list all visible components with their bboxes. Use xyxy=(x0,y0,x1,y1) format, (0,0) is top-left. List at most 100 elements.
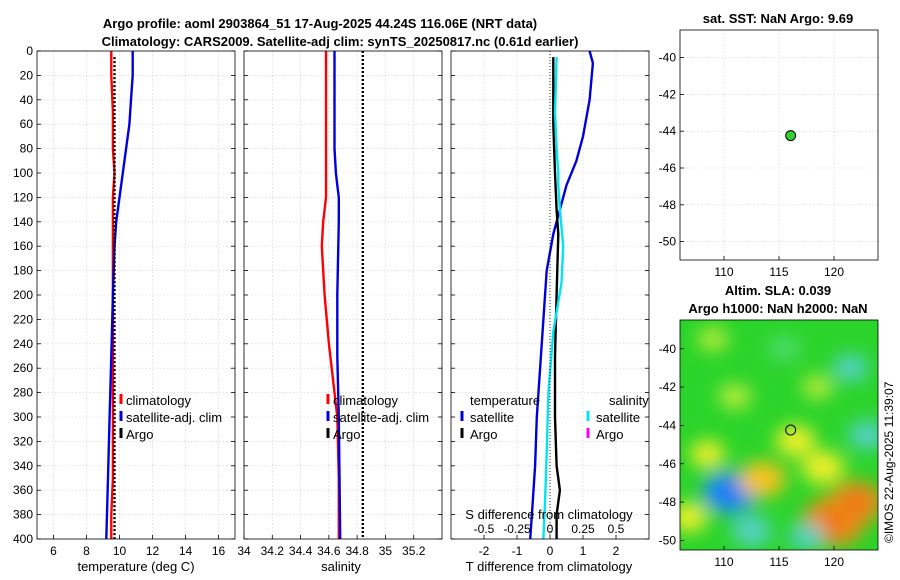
salinity-xtick-label: 34 xyxy=(237,544,251,558)
difference-legend: temperature satellite Argo salinity satellit… xyxy=(460,393,649,442)
difference-top-xtick-label: -0.5 xyxy=(474,522,495,536)
sst-map-grid xyxy=(680,30,878,260)
salinity-xtick-label: 34.8 xyxy=(345,544,369,558)
depth-tick-label: 0 xyxy=(26,44,33,58)
figure-title-line1: Argo profile: aoml 2903864_51 17-Aug-202… xyxy=(103,16,537,31)
sla-anomaly-blob xyxy=(801,451,845,484)
difference-axes-frame xyxy=(450,50,650,540)
depth-tick-label: 360 xyxy=(13,483,33,497)
difference-xtick-label: 2 xyxy=(613,544,620,558)
sla-anomaly-blob xyxy=(848,420,878,450)
difference-xtick-label: -2 xyxy=(479,544,490,558)
sla-anomaly-blob xyxy=(697,327,729,351)
sla-anomaly-blob xyxy=(788,522,825,550)
depth-tick-label: 320 xyxy=(13,434,33,448)
sla-anomaly-core xyxy=(827,512,841,531)
difference-xtick-label: -1 xyxy=(512,544,523,558)
difference-xlabel: T difference from climatology xyxy=(466,559,633,574)
difference-panel: -2 -1 0 1 2 -0.5 -0.25 0 0.25 0.5 T difference fr… xyxy=(450,50,650,574)
sat-sst-map-ytick-label: -44 xyxy=(659,124,677,138)
copyright-text: ©IMOS 22-Aug-2025 11:39:07 xyxy=(882,381,896,543)
sla-anomaly-blob xyxy=(802,375,833,399)
sat-sst-map-ytick-label: -50 xyxy=(659,235,677,249)
altim-sla-map-ytick-label: -42 xyxy=(659,380,677,394)
temperature-xtick-label: 8 xyxy=(83,544,90,558)
depth-tick-label: 260 xyxy=(13,361,33,375)
difference-series-salinity-satellite xyxy=(542,57,565,540)
sat-sst-map-ytick-label: -40 xyxy=(659,51,677,65)
argo-location-marker xyxy=(785,130,797,142)
temperature-grid xyxy=(37,50,235,540)
temperature-legend-label: Argo xyxy=(126,427,153,442)
sst-map-points xyxy=(785,130,797,142)
depth-tick-label: 160 xyxy=(13,239,33,253)
sla-map-title-line1: Altim. SLA: 0.039 xyxy=(725,283,831,298)
difference-top-xtick-label: 0.25 xyxy=(571,522,595,536)
sla-anomaly-blob xyxy=(718,383,752,410)
sst-map-panel: sat. SST: NaN Argo: 9.69 110 115 120 -40 -42… xyxy=(659,11,879,279)
depth-tick-label: 400 xyxy=(13,532,33,546)
depth-tick-label: 60 xyxy=(20,117,34,131)
sla-anomaly-blob xyxy=(689,440,726,468)
temperature-xlabel: temperature (deg C) xyxy=(77,559,194,574)
depth-tick-label: 20 xyxy=(20,68,34,82)
salinity-series-satellite-adj-clim xyxy=(333,51,342,540)
sst-map-frame xyxy=(679,29,879,261)
sla-anomaly-blob xyxy=(731,515,772,547)
sat-sst-map-xtick-label: 120 xyxy=(824,265,844,279)
difference-top-xtick-label: -0.25 xyxy=(503,522,531,536)
altim-sla-map-xtick-label: 120 xyxy=(824,555,844,569)
sst-map-ticks: 110 115 120 -40 -42 -44 -46 -48 -50 xyxy=(659,51,845,279)
salinity-xtick-label: 35 xyxy=(379,544,393,558)
temperature-series xyxy=(105,51,134,540)
depth-tick-label: 340 xyxy=(13,459,33,473)
depth-tick-label: 100 xyxy=(13,166,33,180)
temperature-xtick-label: 10 xyxy=(113,544,127,558)
temperature-axes-frame xyxy=(36,50,236,540)
altim-sla-map-ytick-label: -50 xyxy=(659,533,677,547)
sst-map-title: sat. SST: NaN Argo: 9.69 xyxy=(703,11,854,26)
salinity-legend: climatology satellite-adj. clim Argo xyxy=(326,393,429,442)
sla-anomaly-core xyxy=(722,483,737,502)
sla-anomaly-blob xyxy=(832,354,869,382)
salinity-xtick-label: 35.2 xyxy=(402,544,426,558)
temperature-panel: 0 20 40 60 80 100 120 140 160 180 200 220 240 260 280 3… xyxy=(13,44,236,574)
sat-sst-map-ytick-label: -48 xyxy=(659,198,677,212)
salinity-ticks: 34 34.2 34.4 34.6 34.8 35 35.2 xyxy=(237,50,442,558)
altim-sla-map-ytick-label: -44 xyxy=(659,418,677,432)
depth-tick-label: 80 xyxy=(20,142,34,156)
depth-tick-label: 200 xyxy=(13,288,33,302)
salinity-xtick-label: 34.6 xyxy=(317,544,341,558)
altim-sla-map-xtick-label: 110 xyxy=(714,555,733,569)
salinity-series-climatology xyxy=(320,51,340,539)
sla-anomaly-core xyxy=(849,493,863,512)
salinity-xtick-label: 34.4 xyxy=(289,544,313,558)
difference-series xyxy=(529,50,595,540)
sat-sst-map-ytick-label: -46 xyxy=(659,161,677,175)
salinity-legend-label: satellite-adj. clim xyxy=(333,410,429,425)
salinity-legend-label: climatology xyxy=(333,393,399,408)
temperature-legend: climatology satellite-adj. clim Argo xyxy=(119,393,222,442)
difference-top-xlabel: S difference from climatology xyxy=(465,507,633,522)
salinity-series xyxy=(320,51,364,540)
sst-map-area xyxy=(680,30,878,260)
temperature-xtick-label: 6 xyxy=(50,544,57,558)
sla-field-blobs xyxy=(680,327,878,550)
sla-map-frame xyxy=(679,319,879,551)
depth-tick-label: 280 xyxy=(13,386,33,400)
difference-xtick-label: 0 xyxy=(547,544,554,558)
salinity-legend-label: Argo xyxy=(333,427,360,442)
depth-tick-label: 240 xyxy=(13,337,33,351)
sla-map-points xyxy=(785,424,797,436)
sla-map-field xyxy=(680,327,878,550)
depth-tick-label: 140 xyxy=(13,215,33,229)
figure-title-line2: Climatology: CARS2009. Satellite-adj cli… xyxy=(102,34,579,49)
difference-legend-sal-title: salinity xyxy=(609,393,649,408)
sla-anomaly-blob xyxy=(767,336,802,362)
salinity-xtick-label: 34.2 xyxy=(261,544,285,558)
difference-legend-temp-label: satellite xyxy=(470,410,514,425)
altim-sla-map-xtick-label: 115 xyxy=(769,555,788,569)
salinity-panel: 34 34.2 34.4 34.6 34.8 35 35.2 salinity climat… xyxy=(237,50,443,574)
depth-tick-label: 380 xyxy=(13,508,33,522)
sat-sst-map-xtick-label: 110 xyxy=(714,265,733,279)
